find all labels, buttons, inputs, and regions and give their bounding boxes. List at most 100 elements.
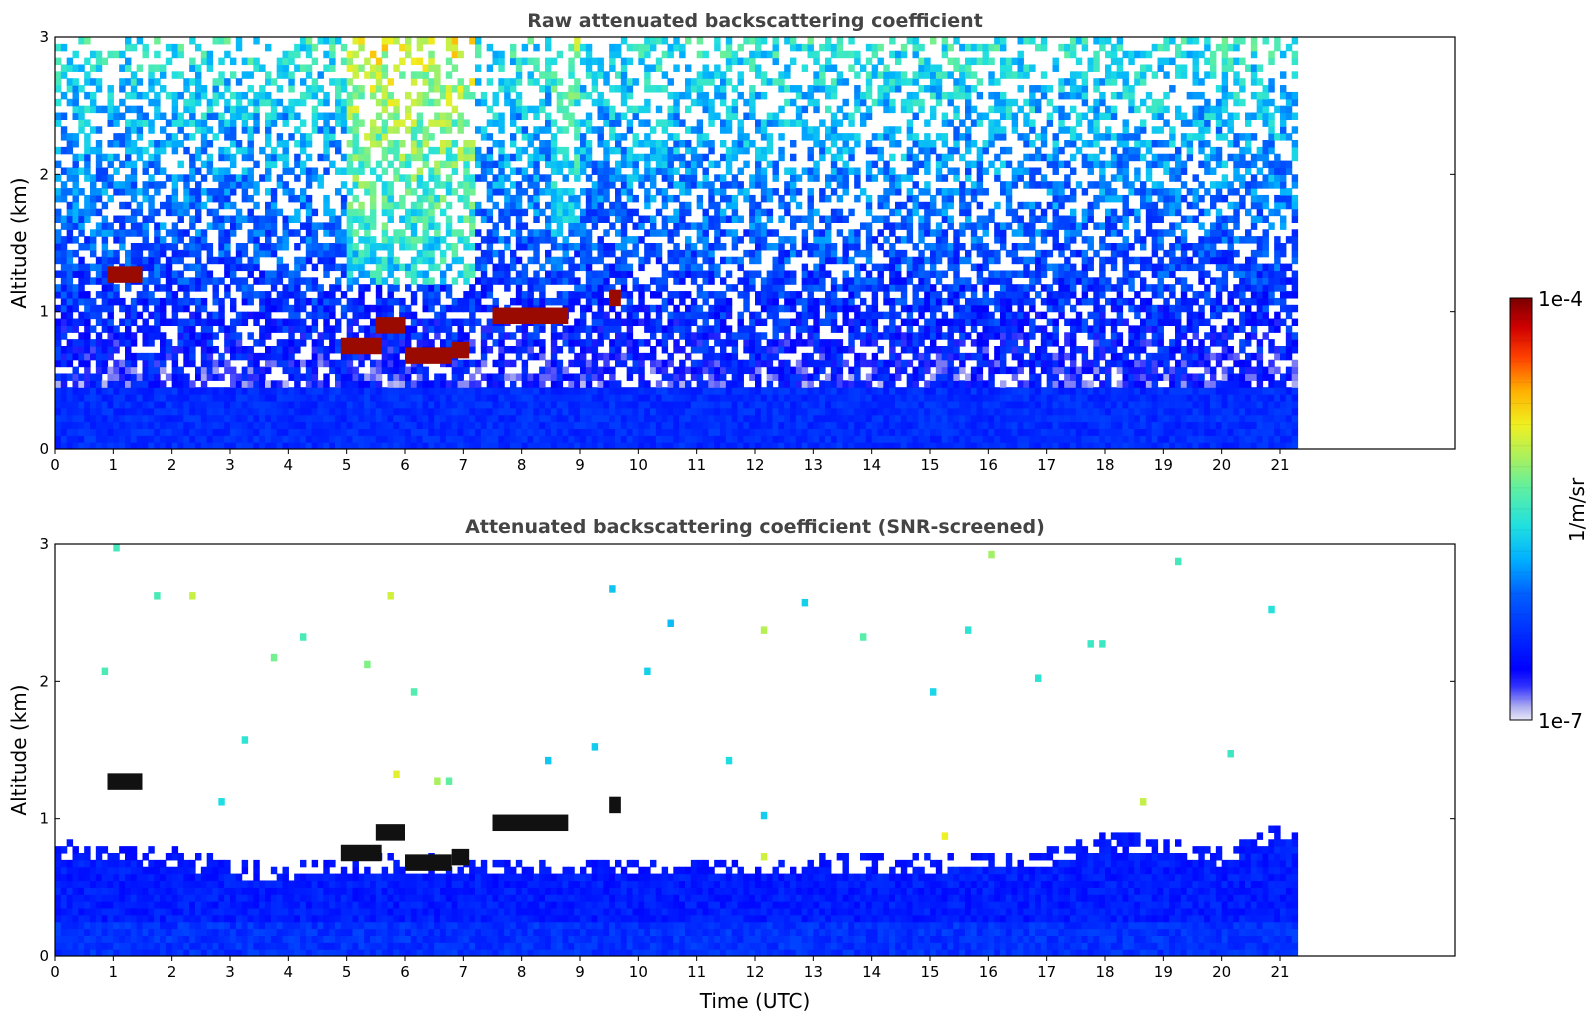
heatmap-cell (300, 318, 307, 326)
heatmap-cell (434, 284, 441, 292)
heatmap-cell (574, 291, 581, 299)
heatmap-cell (714, 380, 721, 388)
heatmap-cell (428, 407, 435, 416)
heatmap-cell (410, 174, 418, 182)
heatmap-cell (603, 215, 610, 223)
heatmap-cell (288, 414, 295, 423)
heatmap-cell (463, 435, 470, 443)
heatmap-cell (492, 119, 499, 127)
heatmap-cell (218, 373, 225, 381)
heatmap-cell (574, 387, 581, 395)
heatmap-cell (235, 78, 243, 86)
heatmap-cell (241, 174, 249, 182)
heatmap-cell (603, 208, 610, 217)
heatmap-cell (399, 311, 406, 320)
heatmap-cell (556, 126, 564, 134)
heatmap-cell (346, 126, 354, 134)
heatmap-cell (230, 346, 237, 354)
heatmap-cell (142, 243, 149, 251)
heatmap-cell (84, 133, 91, 141)
heatmap-cell (265, 387, 272, 395)
heatmap-cell (539, 208, 546, 217)
heatmap-cell (160, 311, 167, 320)
heatmap-cell (113, 325, 120, 333)
heatmap-cell (183, 291, 190, 299)
heatmap-cell (457, 442, 464, 449)
heatmap-cell (200, 407, 208, 416)
heatmap-cell (393, 428, 400, 436)
heatmap-cell (708, 400, 715, 409)
heatmap-cell (521, 421, 529, 429)
heatmap-cell (154, 359, 161, 368)
heatmap-cell (265, 414, 272, 423)
heatmap-cell (253, 64, 260, 72)
heatmap-cell (381, 414, 389, 423)
heatmap-cell (755, 414, 762, 423)
heatmap-cell (620, 133, 628, 141)
heatmap-cell (667, 215, 674, 223)
heatmap-cell (743, 325, 750, 333)
heatmap-cell (340, 167, 348, 175)
heatmap-cell (387, 140, 394, 148)
heatmap-cell (335, 435, 342, 443)
heatmap-cell (504, 346, 511, 354)
heatmap-cell (445, 263, 453, 272)
heatmap-cell (119, 366, 126, 375)
heatmap-cell (580, 146, 587, 155)
heatmap-cell (253, 394, 260, 402)
heatmap-cell (655, 339, 663, 347)
heatmap-cell (253, 229, 260, 237)
heatmap-cell (311, 243, 319, 251)
heatmap-cell (259, 311, 266, 320)
heatmap-cell (212, 400, 219, 409)
heatmap-cell (463, 318, 470, 326)
heatmap-cell (370, 428, 377, 436)
heatmap-cell (422, 387, 429, 395)
heatmap-cell (288, 98, 295, 107)
heatmap-cell (66, 359, 74, 368)
heatmap-cell (679, 181, 686, 189)
heatmap-cell (416, 146, 424, 155)
heatmap-cell (597, 160, 604, 169)
heatmap-cell (574, 380, 581, 388)
heatmap-cell (206, 208, 214, 217)
heatmap-cell (399, 435, 406, 443)
heatmap-cell (125, 215, 132, 223)
heatmap-cell (323, 352, 330, 361)
heatmap-cell (626, 442, 634, 449)
heatmap-cell (387, 407, 394, 416)
heatmap-cell (300, 442, 307, 449)
heatmap-cell (410, 78, 418, 86)
heatmap-cell (685, 222, 692, 230)
heatmap-cell (626, 325, 634, 333)
heatmap-cell (119, 318, 126, 326)
heatmap-cell (60, 126, 68, 134)
heatmap-cell (55, 112, 62, 120)
heatmap-cell (399, 119, 406, 127)
heatmap-cell (405, 188, 412, 196)
heatmap-cell (440, 421, 447, 429)
heatmap-cell (276, 98, 284, 107)
heatmap-cell (101, 380, 109, 388)
heatmap-cell (539, 236, 546, 244)
heatmap-cell (183, 229, 190, 237)
heatmap-cell (626, 57, 634, 66)
heatmap-cell (760, 297, 768, 306)
heatmap-cell (346, 284, 354, 292)
heatmap-cell (189, 394, 196, 402)
heatmap-cell (218, 352, 225, 361)
heatmap-cell (212, 215, 219, 223)
heatmap-cell (90, 105, 97, 114)
heatmap-cell (597, 215, 604, 223)
heatmap-cell (235, 249, 243, 258)
heatmap-cell (591, 435, 599, 443)
heatmap-cell (130, 339, 138, 347)
heatmap-cell (113, 297, 120, 306)
heatmap-cell (451, 188, 459, 196)
heatmap-cell (154, 284, 161, 292)
heatmap-cell (492, 160, 499, 169)
heatmap-cell (650, 153, 657, 162)
heatmap-cell (661, 119, 669, 127)
heatmap-cell (358, 421, 365, 429)
heatmap-cell (550, 339, 558, 347)
